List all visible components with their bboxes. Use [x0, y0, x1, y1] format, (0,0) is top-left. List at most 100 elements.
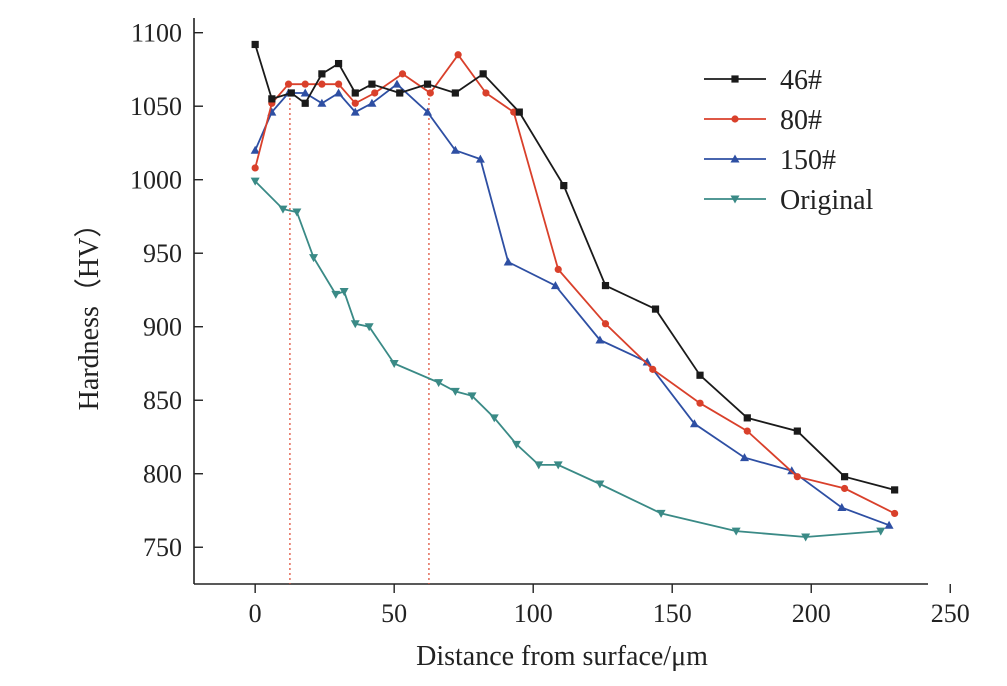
x-tick-label: 50 — [381, 599, 407, 628]
data-point-circle — [840, 484, 849, 493]
x-tick-label: 100 — [514, 599, 553, 628]
y-tick-label: 950 — [143, 239, 182, 268]
data-point-circle — [554, 265, 562, 273]
data-point-circle — [334, 80, 343, 88]
x-tick-label: 200 — [792, 599, 831, 628]
data-point-triangle-down — [595, 480, 605, 489]
data-point-square — [396, 89, 404, 97]
legend-label: 150# — [780, 145, 836, 176]
data-point-square — [479, 70, 487, 78]
data-point-triangle-up — [730, 154, 740, 163]
data-point-triangle-down — [731, 527, 741, 536]
data-point-square — [251, 40, 259, 49]
data-point-triangle-up — [550, 281, 560, 290]
data-point-triangle-down — [350, 320, 360, 329]
data-point-circle — [510, 108, 518, 116]
data-point-square — [743, 414, 751, 422]
legend-label: 46# — [780, 65, 822, 96]
y-tick-label: 750 — [143, 533, 182, 562]
data-point-triangle-down — [364, 323, 374, 332]
data-point-triangle-up — [367, 98, 377, 107]
data-point-square — [301, 99, 309, 107]
data-point-triangle-up — [884, 520, 894, 529]
data-point-square — [731, 75, 739, 83]
x-tick-label: 250 — [931, 599, 970, 628]
data-point-circle — [601, 320, 610, 328]
data-point-circle — [284, 80, 293, 88]
data-point-square — [793, 427, 801, 435]
data-point-triangle-up — [250, 145, 260, 154]
data-point-triangle-down — [876, 527, 886, 536]
data-point-triangle-down — [292, 208, 302, 217]
data-point-triangle-down — [278, 205, 288, 214]
y-tick-label: 800 — [143, 460, 182, 489]
x-tick-label: 0 — [249, 599, 262, 628]
data-point-square — [334, 59, 343, 68]
data-point-square — [696, 371, 704, 379]
data-point-circle — [371, 89, 379, 97]
data-point-square — [423, 80, 432, 88]
reference-lines — [289, 92, 430, 584]
data-point-triangle-down — [339, 287, 349, 296]
data-point-circle — [482, 89, 490, 97]
legend: 46# 80# 150# Original — [704, 65, 874, 216]
data-point-triangle-up — [300, 88, 310, 97]
data-point-square — [515, 108, 523, 116]
x-tick-label: 150 — [653, 599, 692, 628]
data-point-triangle-up — [450, 145, 460, 154]
legend-item: 150# — [704, 145, 836, 176]
data-point-triangle-down — [656, 509, 666, 518]
y-tick-label: 1000 — [130, 166, 182, 195]
data-point-circle — [251, 164, 259, 172]
data-point-square — [287, 89, 295, 97]
y-tick-label: 900 — [143, 313, 182, 342]
series-original — [250, 177, 886, 542]
data-point-square — [318, 70, 326, 78]
series-150 — [250, 79, 894, 529]
data-point-circle — [351, 99, 359, 107]
data-point-triangle-down — [450, 387, 460, 396]
data-point-square — [651, 305, 660, 313]
x-axis-title: Distance from surface/μm — [416, 641, 708, 672]
series-46 — [251, 40, 899, 494]
data-point-square — [891, 486, 899, 494]
data-point-triangle-down — [553, 461, 563, 470]
series-layer — [250, 40, 899, 542]
data-point-triangle-down — [434, 379, 444, 388]
data-point-square — [351, 89, 359, 97]
y-axis-title: Hardness（HV） — [73, 210, 105, 411]
data-point-triangle-down — [250, 177, 260, 186]
legend-item: Original — [704, 185, 874, 216]
data-point-triangle-down — [389, 359, 399, 368]
data-point-triangle-up — [787, 466, 797, 475]
data-point-triangle-up — [334, 88, 344, 97]
data-point-circle — [891, 509, 899, 518]
data-point-circle — [649, 365, 657, 373]
data-point-triangle-up — [350, 107, 360, 116]
legend-label: 80# — [780, 105, 822, 136]
y-tick-label: 1100 — [131, 19, 182, 48]
y-tick-label: 850 — [143, 386, 182, 415]
data-point-triangle-down — [331, 290, 341, 299]
axes: 750 800 850 900 950 1000 1050 1100 0 50 100 150 200 2… — [130, 18, 970, 628]
data-point-square — [368, 80, 376, 88]
data-point-triangle-up — [503, 257, 513, 266]
data-point-circle — [318, 80, 326, 88]
data-point-triangle-down — [309, 254, 319, 263]
data-point-triangle-down — [730, 195, 740, 204]
data-point-circle — [301, 80, 309, 88]
y-tick-label: 1050 — [130, 92, 182, 121]
legend-item: 46# — [704, 65, 822, 96]
data-point-circle — [731, 115, 739, 123]
series-line — [254, 180, 881, 538]
data-point-triangle-down — [512, 440, 522, 449]
series-80 — [251, 51, 899, 518]
data-point-triangle-up — [475, 154, 485, 163]
legend-label: Original — [780, 185, 874, 216]
data-point-triangle-up — [595, 335, 605, 344]
data-point-triangle-up — [642, 357, 652, 366]
data-point-circle — [426, 89, 434, 97]
data-point-circle — [793, 473, 801, 481]
data-point-triangle-up — [392, 79, 402, 88]
